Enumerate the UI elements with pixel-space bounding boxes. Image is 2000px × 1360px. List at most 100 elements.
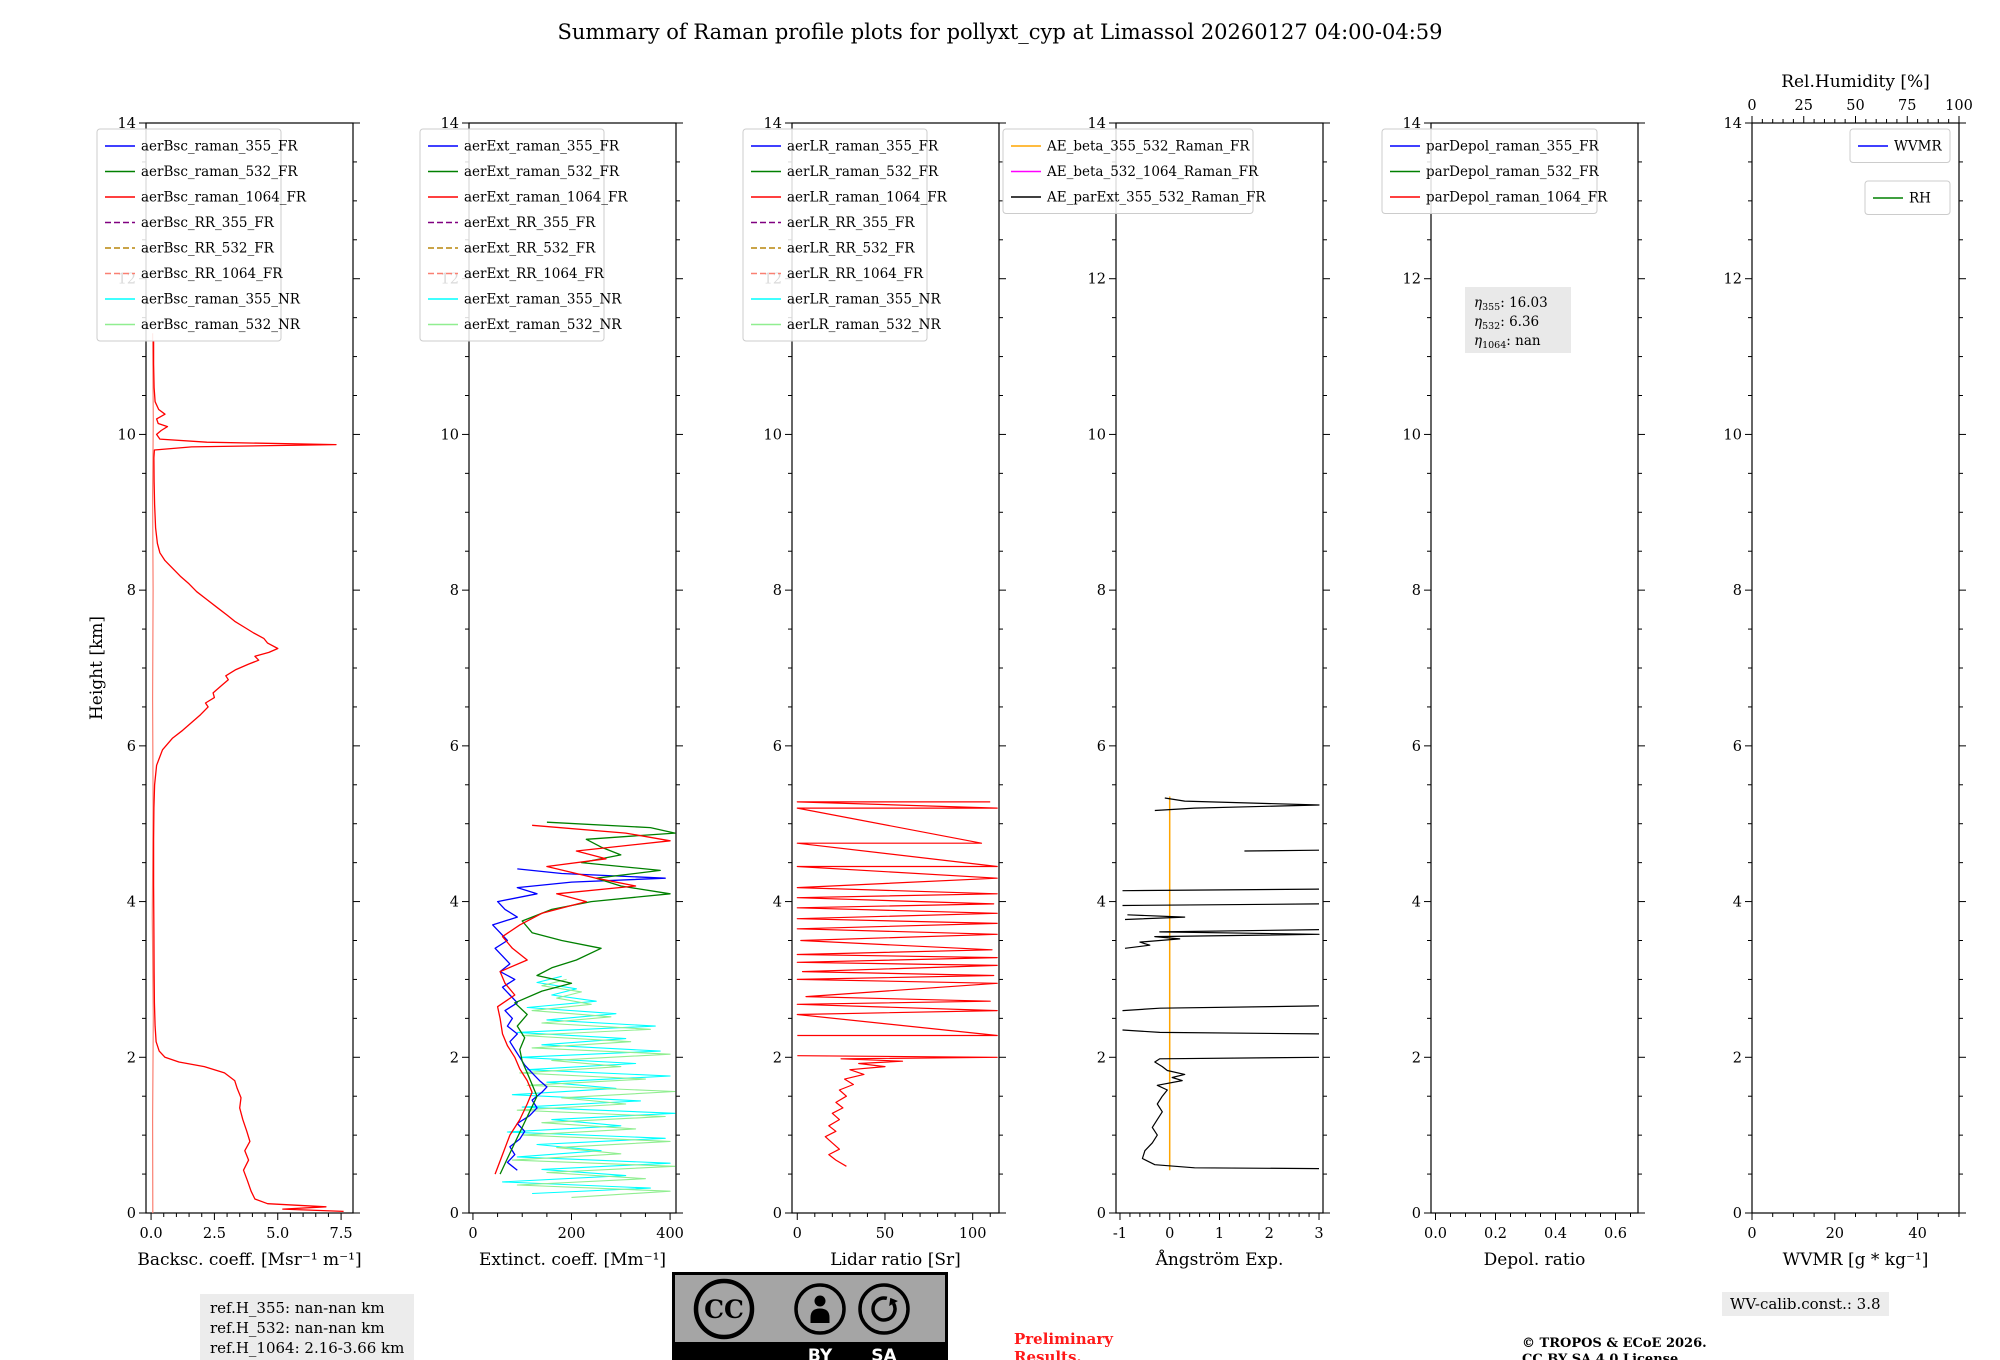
- legend-label: AE_beta_355_532_Raman_FR: [1046, 139, 1250, 155]
- svg-text:50: 50: [1846, 98, 1864, 114]
- person-body-icon: [810, 1308, 830, 1323]
- preliminary-line-2: Results.: [1014, 1348, 1082, 1360]
- legend-label: aerLR_raman_355_NR: [787, 292, 941, 308]
- svg-text:2: 2: [773, 1050, 782, 1066]
- svg-text:4: 4: [127, 895, 136, 911]
- series-aerExt_raman_532_NR: [511, 978, 676, 1198]
- series-AE_parExt_355_532_Raman_FR: [1244, 849, 1320, 852]
- legend-label: aerBsc_raman_1064_FR: [141, 190, 307, 206]
- backscatter-legend-0: aerBsc_raman_355_FR aerBsc_raman_532_FRae…: [96, 128, 307, 342]
- sa-arrow-icon: [871, 1296, 897, 1322]
- svg-text:12: 12: [1403, 272, 1421, 288]
- svg-text:14: 14: [1088, 116, 1106, 132]
- cc-logo-text: CC: [704, 1295, 744, 1324]
- legend-label: aerExt_raman_532_NR: [464, 317, 622, 333]
- person-head-icon: [814, 1295, 826, 1307]
- preliminary-line-1: Preliminary: [1014, 1330, 1113, 1348]
- legend-label: aerLR_raman_532_FR: [787, 164, 939, 180]
- depol-axis-ticks: [1424, 122, 1645, 1220]
- copyright-line-2: CC BY SA 4.0 License.: [1522, 1352, 1683, 1360]
- svg-text:14: 14: [441, 116, 459, 132]
- series-AE_parExt_355_532_Raman_FR: [1124, 914, 1186, 921]
- svg-text:4: 4: [450, 895, 459, 911]
- sa-arrow-circle-icon: [858, 1283, 910, 1335]
- wvmr-axis-ticks: [1745, 116, 1966, 1220]
- svg-text:100: 100: [1945, 98, 1973, 114]
- series-AE_parExt_355_532_Raman_FR: [1122, 1005, 1320, 1012]
- legend-label: aerLR_raman_1064_FR: [787, 190, 948, 206]
- svg-text:2: 2: [127, 1050, 136, 1066]
- sa-arrowhead-icon: [889, 1297, 898, 1306]
- angstrom-legend-0: AE_beta_355_532_Raman_FR AE_beta_532_1064…: [1002, 128, 1266, 214]
- series-AE_parExt_355_532_Raman_FR: [1122, 1029, 1320, 1035]
- series-AE_parExt_355_532_Raman_FR: [1154, 797, 1320, 812]
- svg-text:0.2: 0.2: [1484, 1226, 1507, 1242]
- svg-text:0: 0: [1165, 1226, 1174, 1242]
- svg-text:10: 10: [1724, 427, 1742, 443]
- svg-text:0: 0: [793, 1226, 802, 1242]
- series-aerLR_raman_1064_FR: [797, 1055, 998, 1167]
- svg-text:14: 14: [1724, 116, 1742, 132]
- svg-text:-1: -1: [1113, 1226, 1127, 1242]
- copyright-line-1: © TROPOS & ECoE 2026.: [1522, 1336, 1707, 1351]
- legend-label: RH: [1909, 191, 1931, 207]
- backscatter-axis-ticks: [139, 122, 360, 1220]
- lidar_ratio-axis-ticks: [785, 122, 1006, 1220]
- svg-text:8: 8: [1733, 583, 1742, 599]
- lidar_ratio-legend-0: aerLR_raman_355_FR aerLR_raman_532_FR aerL…: [742, 128, 948, 342]
- svg-text:100: 100: [959, 1226, 987, 1242]
- legend-label: aerLR_RR_355_FR: [787, 215, 915, 231]
- cc-badge-svg: CC BY SA: [672, 1272, 948, 1360]
- svg-text:4: 4: [1412, 895, 1421, 911]
- legend-label: aerBsc_raman_532_NR: [141, 317, 301, 333]
- svg-text:4: 4: [773, 895, 782, 911]
- legend-label: WVMR: [1894, 139, 1942, 155]
- series-aerLR_raman_1064_FR: [796, 801, 998, 1037]
- svg-text:200: 200: [558, 1226, 586, 1242]
- series-AE_parExt_355_532_Raman_FR: [1141, 1056, 1320, 1170]
- svg-text:6: 6: [450, 739, 459, 755]
- ref-h-532: ref.H_532: nan-nan km: [210, 1319, 385, 1337]
- svg-text:2: 2: [1733, 1050, 1742, 1066]
- svg-text:0: 0: [1097, 1206, 1106, 1222]
- svg-text:2: 2: [1412, 1050, 1421, 1066]
- legend-label: aerExt_RR_355_FR: [464, 215, 596, 231]
- backscatter-xlabel: Backsc. coeff. [Msr⁻¹ m⁻¹]: [137, 1250, 361, 1270]
- angstrom-plot-frame: [1115, 122, 1324, 1214]
- legend-label: aerBsc_RR_1064_FR: [141, 266, 283, 282]
- legend-label: AE_parExt_355_532_Raman_FR: [1046, 190, 1266, 206]
- eta-annotation-line: η1064: nan: [1474, 333, 1541, 351]
- svg-text:50: 50: [876, 1226, 894, 1242]
- svg-text:6: 6: [1412, 739, 1421, 755]
- svg-text:4: 4: [1733, 895, 1742, 911]
- panel-extinction: 024681012140200400Extinct. coeff. [Mm⁻¹]…: [419, 116, 684, 1270]
- legend-label: aerBsc_raman_355_FR: [141, 139, 298, 155]
- svg-text:5.0: 5.0: [266, 1226, 289, 1242]
- legend-label: aerLR_RR_532_FR: [787, 241, 915, 257]
- legend-label: AE_beta_532_1064_Raman_FR: [1046, 164, 1259, 180]
- legend-label: aerBsc_RR_532_FR: [141, 241, 275, 257]
- series-aerBsc_RR_1064_FR: [151, 333, 154, 1213]
- svg-text:6: 6: [773, 739, 782, 755]
- svg-text:8: 8: [450, 583, 459, 599]
- lidar_ratio-data-series: [796, 801, 998, 1167]
- svg-text:14: 14: [118, 116, 136, 132]
- legend-label: parDepol_raman_532_FR: [1426, 164, 1599, 180]
- extinction-legend-0: aerExt_raman_355_FR aerExt_raman_532_FRae…: [419, 128, 628, 342]
- svg-text:2: 2: [1265, 1226, 1274, 1242]
- svg-text:1: 1: [1215, 1226, 1224, 1242]
- svg-text:2.5: 2.5: [203, 1226, 226, 1242]
- svg-text:0: 0: [1733, 1206, 1742, 1222]
- svg-text:75: 75: [1898, 98, 1916, 114]
- depol-xlabel: Depol. ratio: [1484, 1250, 1586, 1270]
- wvmr-xlabel: WVMR [g * kg⁻¹]: [1783, 1250, 1929, 1270]
- series-AE_parExt_355_532_Raman_FR: [1122, 888, 1320, 892]
- legend-label: aerLR_RR_1064_FR: [787, 266, 924, 282]
- extinction-xlabel: Extinct. coeff. [Mm⁻¹]: [479, 1250, 666, 1270]
- wv-calibration-note: WV-calib.const.: 3.8: [1722, 1292, 1889, 1316]
- svg-text:0.0: 0.0: [140, 1226, 163, 1242]
